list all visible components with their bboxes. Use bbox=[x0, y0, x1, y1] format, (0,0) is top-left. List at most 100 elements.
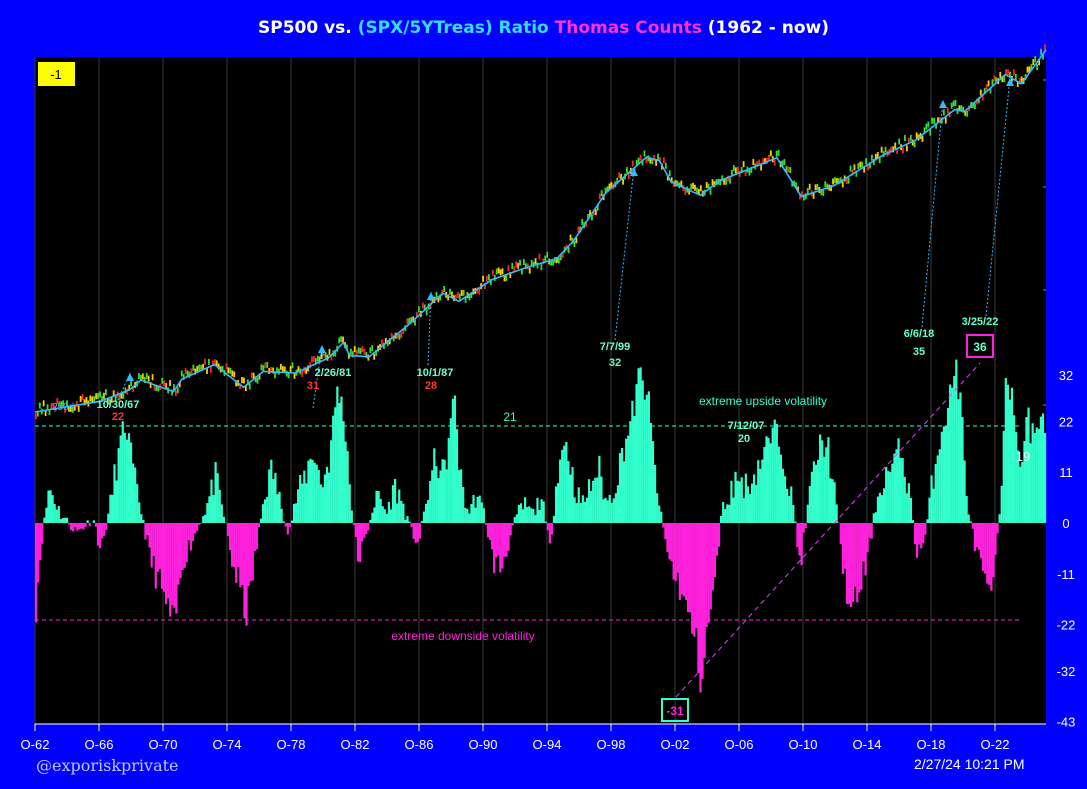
count-bar bbox=[870, 523, 873, 539]
price-candle bbox=[987, 80, 990, 87]
count-bar bbox=[693, 523, 696, 637]
price-candle bbox=[664, 162, 667, 169]
count-bar bbox=[484, 523, 487, 525]
price-candle bbox=[398, 333, 401, 340]
price-candle bbox=[429, 302, 432, 309]
price-candle bbox=[56, 398, 59, 405]
count-bar bbox=[623, 461, 626, 523]
count-bar bbox=[666, 523, 669, 552]
count-bar bbox=[94, 523, 98, 527]
count-bar bbox=[274, 472, 277, 523]
price-candle bbox=[1034, 56, 1037, 63]
count-bar bbox=[907, 483, 910, 523]
count-bar bbox=[253, 523, 256, 552]
annotation-date: 7/12/07 bbox=[728, 420, 765, 432]
count-bar bbox=[138, 502, 141, 523]
price-candle bbox=[456, 292, 459, 299]
price-candle bbox=[581, 218, 584, 225]
count-bar bbox=[286, 523, 289, 535]
count-bar bbox=[953, 376, 956, 523]
price-candle bbox=[836, 178, 838, 185]
price-candle bbox=[559, 254, 562, 261]
price-candle bbox=[50, 403, 53, 410]
annotation-count: 35 bbox=[913, 346, 925, 358]
count-bar bbox=[792, 505, 795, 523]
price-candle bbox=[320, 352, 323, 359]
price-candle bbox=[740, 167, 743, 174]
price-candle bbox=[1028, 66, 1031, 73]
count-bar bbox=[414, 523, 417, 543]
price-candle bbox=[324, 352, 327, 359]
count-bar bbox=[226, 523, 230, 536]
price-candle bbox=[511, 262, 514, 269]
count-bar bbox=[358, 523, 362, 563]
count-bar bbox=[672, 523, 675, 580]
price-candle bbox=[101, 395, 103, 402]
price-candle bbox=[1036, 64, 1039, 71]
x-tick-label: O-02 bbox=[661, 737, 690, 752]
price-candle bbox=[738, 170, 741, 177]
x-tick-label: O-98 bbox=[597, 737, 626, 752]
price-candle bbox=[104, 389, 107, 396]
count-bar bbox=[101, 523, 104, 539]
count-bar bbox=[303, 470, 306, 523]
count-bar bbox=[398, 489, 401, 523]
price-candle bbox=[470, 292, 473, 299]
count-bar bbox=[387, 501, 391, 523]
count-bar bbox=[550, 523, 554, 535]
plot-area bbox=[35, 57, 1046, 724]
count-bar bbox=[336, 386, 339, 523]
price-candle bbox=[742, 161, 745, 168]
count-bar bbox=[464, 507, 467, 523]
price-candle bbox=[1032, 59, 1035, 66]
price-candle bbox=[626, 167, 628, 174]
count-bar bbox=[592, 480, 595, 523]
price-candle bbox=[231, 370, 234, 377]
price-candle bbox=[643, 150, 646, 157]
count-bar bbox=[557, 483, 560, 523]
price-candle bbox=[944, 117, 947, 124]
count-bar bbox=[377, 491, 380, 523]
price-candle bbox=[412, 316, 414, 323]
count-bar bbox=[212, 495, 215, 523]
price-candle bbox=[289, 365, 292, 372]
price-candle bbox=[517, 262, 519, 269]
count-bar bbox=[942, 426, 946, 523]
price-candle bbox=[946, 107, 949, 114]
count-bar bbox=[699, 523, 702, 693]
count-bar bbox=[616, 485, 620, 523]
price-candle bbox=[99, 391, 101, 398]
price-candle bbox=[381, 339, 383, 346]
price-candle bbox=[808, 183, 811, 190]
price-candle bbox=[631, 160, 634, 167]
trough-count: -31 bbox=[666, 704, 684, 718]
count-bar bbox=[482, 508, 485, 523]
price-candle bbox=[760, 164, 762, 171]
price-candle bbox=[202, 363, 205, 370]
price-candle bbox=[1026, 66, 1029, 73]
count-bar bbox=[1002, 430, 1005, 523]
price-candle bbox=[462, 289, 465, 296]
price-candle bbox=[371, 345, 374, 352]
price-candle bbox=[567, 247, 570, 254]
count-bar bbox=[107, 513, 110, 523]
price-candle bbox=[731, 169, 733, 176]
count-bar bbox=[697, 523, 700, 674]
price-candle bbox=[872, 158, 875, 165]
price-candle bbox=[359, 348, 362, 355]
annotation-date: 3/25/22 bbox=[962, 316, 999, 328]
count-bar bbox=[222, 516, 225, 523]
count-bar bbox=[825, 447, 828, 523]
price-candle bbox=[927, 121, 930, 128]
count-bar bbox=[781, 468, 785, 523]
count-bar bbox=[819, 434, 822, 523]
price-candle bbox=[235, 380, 238, 387]
count-bar bbox=[594, 477, 597, 523]
count-bar bbox=[823, 456, 826, 523]
count-bar bbox=[396, 503, 399, 523]
price-candle bbox=[287, 372, 290, 379]
price-candle bbox=[357, 347, 360, 354]
count-bar bbox=[319, 484, 322, 523]
price-candle bbox=[1003, 76, 1006, 83]
count-bar bbox=[695, 523, 698, 629]
